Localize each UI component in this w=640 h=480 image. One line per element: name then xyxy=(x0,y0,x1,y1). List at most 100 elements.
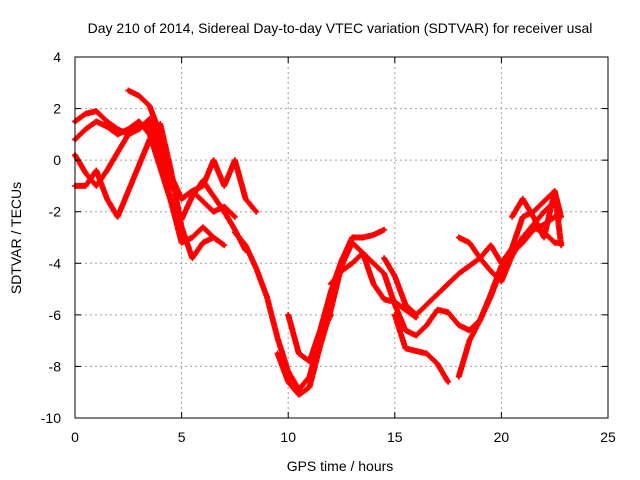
data-point xyxy=(201,225,205,229)
data-point xyxy=(339,269,344,273)
x-tick-label: 15 xyxy=(387,429,403,445)
y-tick-label: -8 xyxy=(49,358,62,374)
y-tick-label: 0 xyxy=(53,152,61,168)
data-point xyxy=(94,184,99,188)
data-point xyxy=(393,274,397,278)
data-point xyxy=(179,197,184,201)
data-point xyxy=(382,256,386,260)
y-tick-label: -10 xyxy=(41,410,61,426)
y-tick-label: 2 xyxy=(53,101,61,117)
data-point xyxy=(147,124,152,129)
data-point xyxy=(559,243,563,248)
data-points xyxy=(72,87,565,398)
data-point xyxy=(403,302,408,307)
data-point xyxy=(382,297,386,302)
series-track-9 xyxy=(327,213,558,339)
data-point xyxy=(371,233,376,237)
data-point xyxy=(105,168,109,173)
data-point xyxy=(542,209,546,214)
data-point xyxy=(424,323,429,327)
data-point xyxy=(520,197,525,201)
data-point xyxy=(456,323,461,327)
data-point xyxy=(222,243,227,248)
y-tick-label: -4 xyxy=(49,255,62,271)
x-tick-label: 20 xyxy=(494,429,510,445)
data-point xyxy=(115,150,120,155)
data-point xyxy=(275,351,280,356)
data-point xyxy=(414,349,418,353)
data-point xyxy=(542,199,546,204)
data-point xyxy=(531,225,536,229)
data-point xyxy=(286,380,291,384)
data-point xyxy=(233,215,237,219)
data-point xyxy=(211,209,216,214)
series-track-11 xyxy=(391,311,452,385)
data-point xyxy=(382,227,386,232)
data-point xyxy=(307,385,312,389)
data-point xyxy=(211,235,216,240)
data-point xyxy=(456,374,461,379)
data-point xyxy=(243,197,248,201)
data-point xyxy=(169,199,173,204)
data-point xyxy=(467,338,472,343)
data-point xyxy=(329,307,333,312)
data-point xyxy=(94,109,99,113)
data-point xyxy=(105,119,109,124)
chart-title: Day 210 of 2014, Sidereal Day-to-day VTE… xyxy=(88,20,593,36)
data-point xyxy=(318,328,322,333)
data-point xyxy=(446,282,450,286)
data-point xyxy=(350,235,354,240)
data-point xyxy=(499,279,504,284)
data-point xyxy=(115,132,120,137)
data-point xyxy=(446,380,450,384)
data-point xyxy=(350,261,354,266)
data-point xyxy=(403,328,408,333)
data-point xyxy=(83,184,88,188)
y-tick-label: 4 xyxy=(53,49,61,65)
data-point xyxy=(552,240,557,245)
data-point xyxy=(446,310,450,315)
tick-marks xyxy=(74,56,609,419)
data-point xyxy=(179,225,184,229)
data-point xyxy=(137,163,141,168)
data-point xyxy=(83,127,88,131)
x-tick-labels: 0 5 10 15 20 25 xyxy=(71,429,616,445)
data-point xyxy=(297,392,301,397)
data-point xyxy=(137,122,141,126)
data-point xyxy=(339,258,344,263)
x-tick-label: 0 xyxy=(71,429,79,445)
data-point xyxy=(147,104,152,108)
data-point xyxy=(307,359,312,364)
data-point xyxy=(190,235,195,240)
data-point xyxy=(456,271,461,276)
y-axis-label: SDTVAR / TECUs xyxy=(8,182,24,294)
data-point xyxy=(361,251,365,255)
data-point xyxy=(126,132,131,137)
data-point xyxy=(233,158,237,162)
data-point xyxy=(158,132,163,137)
data-point xyxy=(126,189,131,193)
data-point xyxy=(147,117,152,121)
data-point xyxy=(254,266,259,271)
series-track-8 xyxy=(285,226,388,365)
data-point xyxy=(94,119,99,124)
x-tick-label: 5 xyxy=(178,429,186,445)
x-tick-label: 10 xyxy=(280,429,296,445)
data-point xyxy=(414,333,418,338)
data-point xyxy=(222,209,227,214)
plot-frame xyxy=(74,56,609,419)
data-point xyxy=(552,189,557,193)
data-point xyxy=(371,261,376,266)
data-point xyxy=(201,184,205,188)
data-point xyxy=(467,264,472,268)
data-point xyxy=(478,318,482,322)
data-point xyxy=(190,256,195,260)
data-point xyxy=(286,313,291,317)
data-point xyxy=(126,88,131,93)
data-point xyxy=(414,313,418,317)
data-point xyxy=(83,111,88,116)
x-axis-label: GPS time / hours xyxy=(287,458,394,474)
series-track-7 xyxy=(274,239,420,398)
data-point xyxy=(126,127,131,131)
data-point xyxy=(424,351,429,356)
